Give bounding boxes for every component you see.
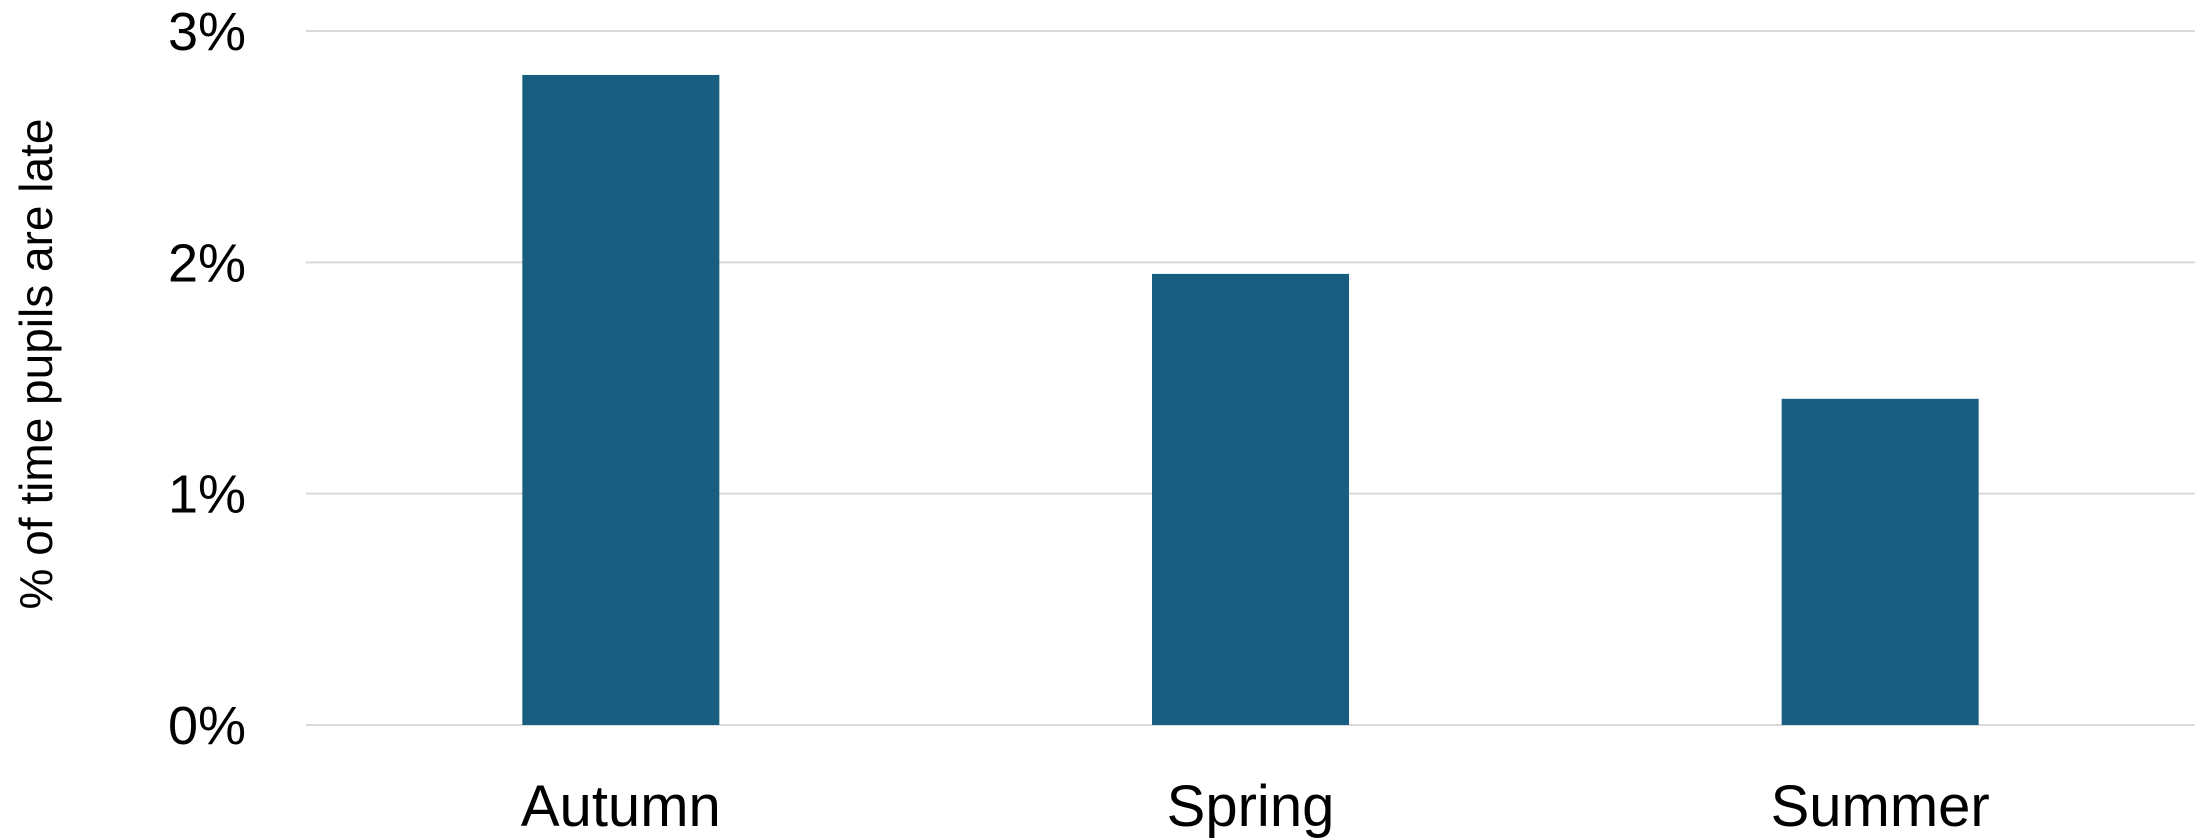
y-tick-label: 2%: [168, 233, 246, 293]
x-category-label: Autumn: [521, 774, 721, 839]
bars: [522, 74, 1979, 726]
bar-summer: [1781, 398, 1979, 725]
bar-autumn: [522, 74, 720, 726]
x-axis-labels: Autumn Spring Summer: [521, 774, 1990, 839]
y-tick-label: 0%: [168, 696, 246, 756]
y-axis-title: % of time pupils are late: [10, 119, 62, 610]
x-category-label: Summer: [1771, 774, 1990, 839]
bar-spring: [1152, 273, 1349, 725]
y-tick-label: 1%: [168, 465, 246, 525]
y-axis-ticks: 0% 1% 2% 3%: [168, 2, 246, 756]
y-tick-label: 3%: [168, 2, 246, 62]
x-category-label: Spring: [1167, 774, 1335, 839]
